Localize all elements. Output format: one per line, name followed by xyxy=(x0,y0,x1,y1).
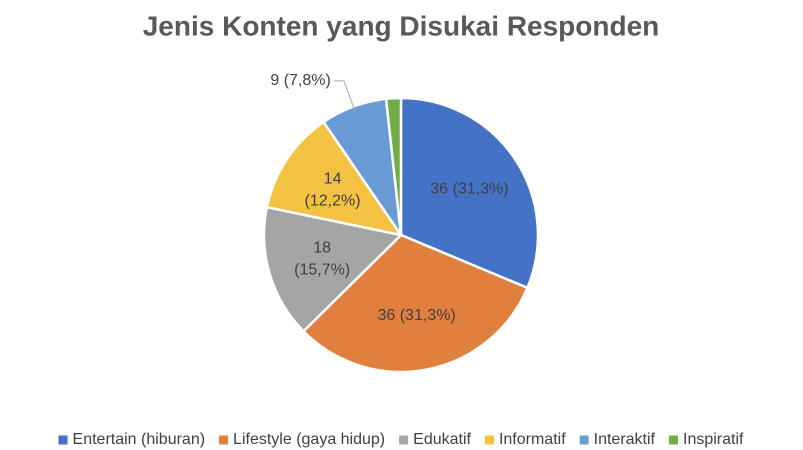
pie-slice xyxy=(399,96,540,290)
legend-swatch xyxy=(399,435,409,445)
legend-swatch xyxy=(669,435,678,445)
pie-slice xyxy=(301,233,530,374)
legend-swatch xyxy=(58,435,68,445)
legend-swatch xyxy=(579,435,589,445)
data-label: 9 (7,8%) xyxy=(270,72,330,89)
legend-label: Lifestyle (gaya hidup) xyxy=(233,431,385,448)
data-label: 14 (12,2%) xyxy=(305,171,361,210)
pie-slice xyxy=(265,120,404,237)
legend-label: Edukatif xyxy=(413,431,471,448)
legend-swatch xyxy=(219,435,229,445)
data-label: 36 (31,3%) xyxy=(377,307,455,324)
leader-line xyxy=(333,80,357,114)
legend-label: Informatif xyxy=(499,431,566,448)
data-label: 36 (31,3%) xyxy=(430,181,508,198)
legend-label: Interaktif xyxy=(594,431,656,448)
pie-slice xyxy=(384,96,403,236)
data-label-text: (15,7%) xyxy=(294,261,350,278)
data-label-text: 18 xyxy=(313,239,331,256)
legend-swatch xyxy=(484,435,494,445)
legend-label: Entertain (hiburan) xyxy=(73,431,206,448)
chart-title: Jenis Konten yang Disukai Responden xyxy=(143,10,660,41)
data-label: 18 (15,7%) xyxy=(294,239,350,278)
legend-label: Inspiratif xyxy=(683,431,744,448)
pie-slice xyxy=(262,205,404,333)
data-label-text: 14 xyxy=(324,171,342,188)
data-label-text: (12,2%) xyxy=(305,193,361,210)
